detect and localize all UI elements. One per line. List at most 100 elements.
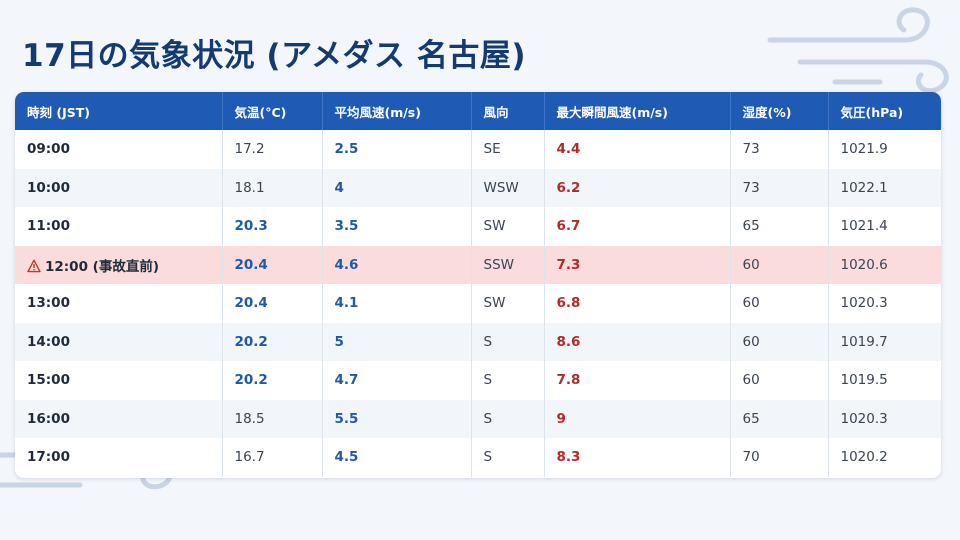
cell-wind-direction-text: WSW (483, 179, 519, 196)
page-title: 17日の気象状況 (アメダス 名古屋) (22, 38, 527, 74)
cell-avg-wind: 4.5 (322, 438, 472, 477)
cell-temperature: 18.5 (222, 399, 323, 438)
cell-temperature-text: 18.1 (234, 179, 265, 196)
weather-table-card: 時刻 (JST) 気温(°C) 平均風速(m/s) 風向 最大瞬間風速(m/s)… (15, 92, 941, 478)
cell-wind-direction: S (471, 438, 545, 477)
cell-pressure: 1021.9 (828, 130, 941, 169)
cell-max-gust: 8.6 (544, 322, 731, 361)
cell-max-gust: 4.4 (544, 130, 731, 169)
cell-wind-direction-text: S (483, 410, 493, 427)
cell-temperature: 20.2 (222, 361, 323, 400)
cell-avg-wind: 4 (322, 168, 472, 207)
cell-temperature: 20.2 (222, 322, 323, 361)
cell-temperature: 20.4 (222, 245, 323, 284)
cell-humidity-text: 65 (742, 410, 760, 427)
table-row: 11:00 20.3 3.5 SW 6.7 65 1021.4 (15, 207, 941, 246)
cell-temperature-text: 17.2 (234, 141, 265, 158)
cell-time-text: 15:00 (27, 372, 70, 389)
cell-max-gust-text: 9 (556, 410, 566, 427)
cell-max-gust-text: 8.6 (556, 333, 581, 350)
cell-pressure-text: 1021.9 (840, 141, 888, 158)
cell-avg-wind: 5.5 (322, 399, 472, 438)
cell-time-text: 11:00 (27, 218, 70, 235)
table-row: 15:00 20.2 4.7 S 7.8 60 1019.5 (15, 361, 941, 400)
cell-pressure-text: 1019.7 (840, 333, 888, 350)
table-header-row: 時刻 (JST) 気温(°C) 平均風速(m/s) 風向 最大瞬間風速(m/s)… (15, 92, 941, 130)
cell-wind-direction: S (471, 361, 545, 400)
cell-wind-direction: S (471, 322, 545, 361)
cell-wind-direction-text: SW (483, 295, 506, 312)
header-wind-direction: 風向 (471, 92, 545, 130)
warning-icon (27, 259, 41, 273)
table-row: 09:00 17.2 2.5 SE 4.4 73 1021.9 (15, 130, 941, 169)
cell-temperature: 17.2 (222, 130, 323, 169)
cell-pressure: 1019.5 (828, 361, 941, 400)
cell-avg-wind-text: 4.6 (334, 256, 359, 273)
cell-avg-wind: 2.5 (322, 130, 472, 169)
cell-max-gust: 7.3 (544, 245, 731, 284)
cell-temperature-text: 20.4 (234, 295, 268, 312)
cell-temperature: 20.4 (222, 284, 323, 323)
cell-avg-wind-text: 4.7 (334, 372, 359, 389)
cell-pressure-text: 1020.3 (840, 295, 888, 312)
table-row: 16:00 18.5 5.5 S 9 65 1020.3 (15, 399, 941, 439)
cell-max-gust-text: 7.8 (556, 372, 581, 389)
cell-humidity: 60 (730, 322, 829, 361)
cell-avg-wind-text: 5.5 (334, 410, 359, 427)
cell-humidity: 60 (730, 284, 829, 323)
cell-temperature-text: 20.2 (234, 333, 268, 350)
weather-table: 時刻 (JST) 気温(°C) 平均風速(m/s) 風向 最大瞬間風速(m/s)… (15, 92, 941, 477)
cell-humidity-text: 60 (742, 256, 760, 273)
cell-time: 10:00 (15, 168, 223, 207)
cell-humidity: 60 (730, 361, 829, 400)
cell-humidity-text: 60 (742, 372, 760, 389)
cell-avg-wind-text: 3.5 (334, 218, 359, 235)
cell-humidity: 73 (730, 168, 829, 207)
cell-pressure-text: 1019.5 (840, 372, 888, 389)
cell-humidity-text: 65 (742, 218, 760, 235)
table-row: 10:00 18.1 4 WSW 6.2 73 1022.1 (15, 168, 941, 207)
cell-avg-wind-text: 4.5 (334, 449, 359, 466)
cell-humidity: 73 (730, 130, 829, 169)
header-time: 時刻 (JST) (15, 92, 223, 130)
cell-time: 17:00 (15, 438, 223, 477)
cell-max-gust-text: 6.7 (556, 218, 581, 235)
cell-wind-direction: SW (471, 207, 545, 246)
header-pressure: 気圧(hPa) (840, 104, 904, 120)
cell-max-gust: 6.8 (544, 284, 731, 323)
cell-max-gust: 6.7 (544, 207, 731, 246)
cell-time-text: 17:00 (27, 449, 70, 466)
cell-humidity-text: 60 (742, 333, 760, 350)
header-humidity: 湿度(%) (730, 92, 829, 130)
cell-temperature: 18.1 (222, 168, 323, 207)
cell-max-gust: 6.2 (544, 168, 731, 207)
cell-max-gust-text: 6.2 (556, 179, 581, 196)
cell-pressure: 1020.6 (828, 246, 941, 285)
cell-max-gust: 9 (544, 399, 731, 438)
cell-max-gust: 7.8 (544, 361, 731, 400)
cell-pressure: 1020.3 (828, 400, 941, 439)
cell-pressure: 1020.3 (828, 284, 941, 323)
cell-wind-direction-text: SW (483, 218, 506, 235)
cell-avg-wind: 3.5 (322, 207, 472, 246)
cell-avg-wind-text: 4.1 (334, 295, 359, 312)
cell-temperature-text: 20.3 (234, 218, 268, 235)
cell-time-text: 16:00 (27, 410, 70, 427)
cell-max-gust-text: 4.4 (556, 141, 581, 158)
cell-pressure: 1020.2 (828, 438, 941, 477)
cell-time-text: 09:00 (27, 141, 70, 158)
cell-humidity-text: 70 (742, 449, 760, 466)
cell-avg-wind: 4.1 (322, 284, 472, 323)
cell-pressure-text: 1020.6 (840, 256, 888, 273)
cell-humidity: 65 (730, 207, 829, 246)
cell-temperature-text: 16.7 (234, 449, 265, 466)
cell-humidity: 70 (730, 438, 829, 477)
cell-wind-direction-text: S (483, 449, 493, 466)
cell-pressure: 1019.7 (828, 323, 941, 362)
cell-temperature-text: 20.4 (234, 256, 268, 273)
table-row: 13:00 20.4 4.1 SW 6.8 60 1020.3 (15, 284, 941, 323)
cell-time-text: 13:00 (27, 295, 70, 312)
cell-time: 09:00 (15, 130, 223, 169)
cell-max-gust-text: 6.8 (556, 295, 581, 312)
cell-avg-wind-text: 2.5 (334, 141, 359, 158)
